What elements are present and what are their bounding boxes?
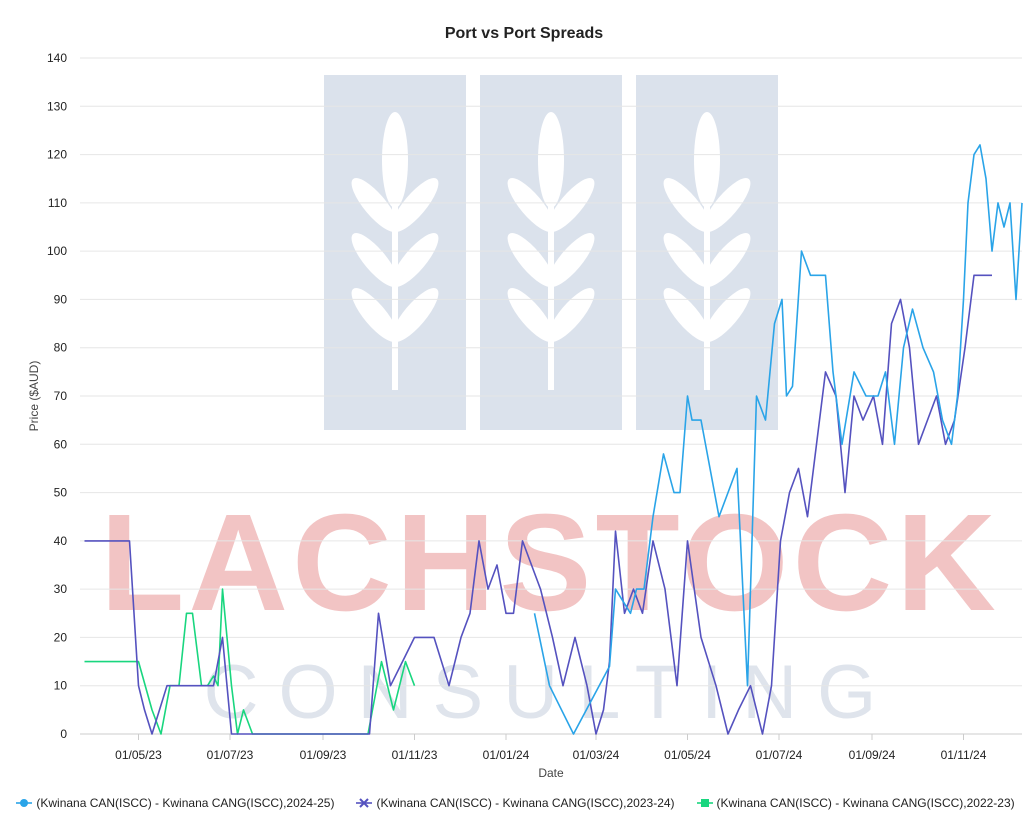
y-tick-label: 70 xyxy=(54,389,68,403)
legend: (Kwinana CAN(ISCC) - Kwinana CANG(ISCC),… xyxy=(0,792,1031,814)
legend-label: (Kwinana CAN(ISCC) - Kwinana CANG(ISCC),… xyxy=(716,796,1015,810)
x-tick-label: 01/01/24 xyxy=(483,748,530,762)
y-tick-label: 110 xyxy=(48,196,67,210)
x-tick-label: 01/09/24 xyxy=(849,748,896,762)
watermark-top-text: LACHSTOCK xyxy=(100,486,1000,640)
wheat-icon xyxy=(663,112,751,390)
legend-marker-icon xyxy=(696,798,713,808)
x-axis-ticks: 01/05/23 01/07/23 01/09/23 01/11/23 01/01/24… xyxy=(115,734,987,762)
chart: LACHSTOCK CONSULTING 0 10 20 30 40 50 60 70 80 90… xyxy=(27,25,1023,780)
x-tick-label: 01/05/23 xyxy=(115,748,162,762)
x-tick-label: 01/09/23 xyxy=(300,748,347,762)
y-tick-label: 120 xyxy=(47,148,67,162)
y-tick-label: 50 xyxy=(54,486,68,500)
series-lines xyxy=(84,144,1023,735)
x-tick-label: 01/07/24 xyxy=(756,748,803,762)
wheat-logo xyxy=(324,75,778,430)
y-tick-label: 10 xyxy=(54,679,68,693)
y-tick-label: 40 xyxy=(54,534,68,548)
y-tick-label: 20 xyxy=(54,630,68,644)
series-line xyxy=(84,588,416,735)
x-tick-label: 01/07/23 xyxy=(207,748,254,762)
legend-item[interactable]: (Kwinana CAN(ISCC) - Kwinana CANG(ISCC),… xyxy=(356,792,675,814)
x-tick-label: 01/11/24 xyxy=(941,748,987,762)
y-tick-label: 130 xyxy=(47,99,67,113)
watermark: LACHSTOCK CONSULTING xyxy=(100,75,1000,735)
y-tick-label: 80 xyxy=(54,341,68,355)
y-axis-label: Price ($AUD) xyxy=(27,361,41,432)
y-tick-label: 60 xyxy=(54,437,68,451)
chart-title: Port vs Port Spreads xyxy=(445,25,603,42)
legend-marker-icon xyxy=(16,798,33,808)
y-tick-label: 30 xyxy=(54,582,68,596)
grid xyxy=(80,57,1022,735)
x-tick-label: 01/05/24 xyxy=(664,748,711,762)
wheat-icon xyxy=(351,112,439,390)
x-axis-label: Date xyxy=(538,766,564,780)
x-tick-label: 01/11/23 xyxy=(392,748,438,762)
wheat-icon xyxy=(507,112,595,390)
y-axis-ticks: 0 10 20 30 40 50 60 70 80 90 100 110 120 130 140 xyxy=(47,51,67,741)
series-line xyxy=(84,274,992,735)
x-tick-label: 01/03/24 xyxy=(573,748,620,762)
legend-label: (Kwinana CAN(ISCC) - Kwinana CANG(ISCC),… xyxy=(376,796,675,810)
y-tick-label: 100 xyxy=(47,244,67,258)
legend-item[interactable]: (Kwinana CAN(ISCC) - Kwinana CANG(ISCC),… xyxy=(696,792,1015,814)
watermark-bottom-text: CONSULTING xyxy=(204,650,897,735)
legend-marker-icon xyxy=(356,798,373,808)
y-tick-label: 140 xyxy=(47,51,67,65)
y-tick-label: 90 xyxy=(54,292,68,306)
y-tick-label: 0 xyxy=(60,727,67,741)
series-line xyxy=(533,144,1023,735)
legend-item[interactable]: (Kwinana CAN(ISCC) - Kwinana CANG(ISCC),… xyxy=(16,792,334,814)
legend-label: (Kwinana CAN(ISCC) - Kwinana CANG(ISCC),… xyxy=(36,796,335,810)
